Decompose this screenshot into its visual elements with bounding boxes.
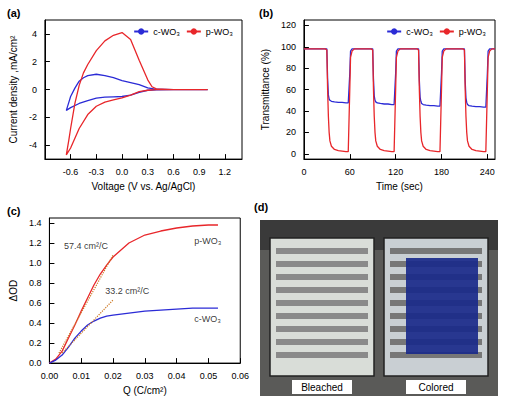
- svg-text:0.06: 0.06: [231, 371, 249, 381]
- svg-text:40: 40: [286, 106, 296, 116]
- svg-text:(b): (b): [259, 7, 273, 19]
- svg-text:0.0: 0.0: [29, 358, 42, 368]
- svg-text:0.02: 0.02: [104, 371, 122, 381]
- svg-text:0: 0: [32, 85, 37, 95]
- svg-text:0.3: 0.3: [141, 167, 154, 177]
- svg-text:p-WO₃: p-WO₃: [206, 27, 233, 37]
- svg-text:0.6: 0.6: [29, 298, 42, 308]
- svg-text:1.2: 1.2: [219, 167, 232, 177]
- svg-text:0.8: 0.8: [29, 278, 42, 288]
- svg-text:0: 0: [301, 167, 306, 177]
- svg-text:0.00: 0.00: [41, 371, 59, 381]
- svg-text:Transmittance (%): Transmittance (%): [260, 49, 271, 130]
- svg-text:120: 120: [281, 20, 296, 30]
- svg-text:p-WO₃: p-WO₃: [194, 236, 221, 246]
- svg-text:(c): (c): [7, 205, 21, 217]
- svg-text:33.2 cm²/C: 33.2 cm²/C: [105, 286, 150, 296]
- svg-text:1.2: 1.2: [29, 238, 42, 248]
- svg-text:-0.6: -0.6: [63, 167, 79, 177]
- svg-text:0.2: 0.2: [29, 338, 42, 348]
- svg-text:-4: -4: [29, 140, 37, 150]
- svg-text:20: 20: [286, 127, 296, 137]
- svg-text:0.0: 0.0: [116, 167, 129, 177]
- svg-text:0.4: 0.4: [29, 318, 42, 328]
- svg-text:0.03: 0.03: [136, 371, 154, 381]
- svg-text:100: 100: [281, 42, 296, 52]
- svg-text:-0.3: -0.3: [89, 167, 105, 177]
- svg-text:-2: -2: [29, 112, 37, 122]
- svg-text:Current density ,mA/cm²: Current density ,mA/cm²: [8, 35, 19, 143]
- svg-text:1.0: 1.0: [29, 258, 42, 268]
- svg-text:60: 60: [286, 85, 296, 95]
- svg-text:180: 180: [434, 167, 449, 177]
- svg-text:0.6: 0.6: [167, 167, 180, 177]
- svg-text:4: 4: [32, 29, 37, 39]
- svg-text:57.4 cm²/C: 57.4 cm²/C: [64, 241, 109, 251]
- svg-text:ΔOD: ΔOD: [8, 280, 19, 302]
- svg-text:Bleached: Bleached: [301, 382, 343, 393]
- svg-text:(d): (d): [254, 201, 268, 213]
- svg-text:Colored: Colored: [418, 382, 453, 393]
- svg-text:0.04: 0.04: [168, 371, 186, 381]
- svg-text:120: 120: [388, 167, 403, 177]
- svg-text:Q (C/cm²): Q (C/cm²): [123, 385, 167, 396]
- svg-text:p-WO₃: p-WO₃: [459, 27, 486, 37]
- svg-text:2: 2: [32, 57, 37, 67]
- svg-text:80: 80: [286, 63, 296, 73]
- svg-text:0: 0: [291, 149, 296, 159]
- svg-text:0.05: 0.05: [200, 371, 218, 381]
- svg-text:Time (sec): Time (sec): [376, 181, 423, 192]
- svg-text:c-WO₃: c-WO₃: [194, 314, 221, 324]
- svg-text:Voltage (V vs. Ag/AgCl): Voltage (V vs. Ag/AgCl): [91, 181, 195, 192]
- svg-text:0.01: 0.01: [72, 371, 90, 381]
- svg-text:240: 240: [480, 167, 495, 177]
- svg-text:c-WO₃: c-WO₃: [153, 27, 180, 37]
- svg-text:60: 60: [345, 167, 355, 177]
- svg-text:1.4: 1.4: [29, 218, 42, 228]
- svg-text:0.9: 0.9: [193, 167, 206, 177]
- svg-text:c-WO₃: c-WO₃: [406, 27, 433, 37]
- svg-text:(a): (a): [7, 7, 21, 19]
